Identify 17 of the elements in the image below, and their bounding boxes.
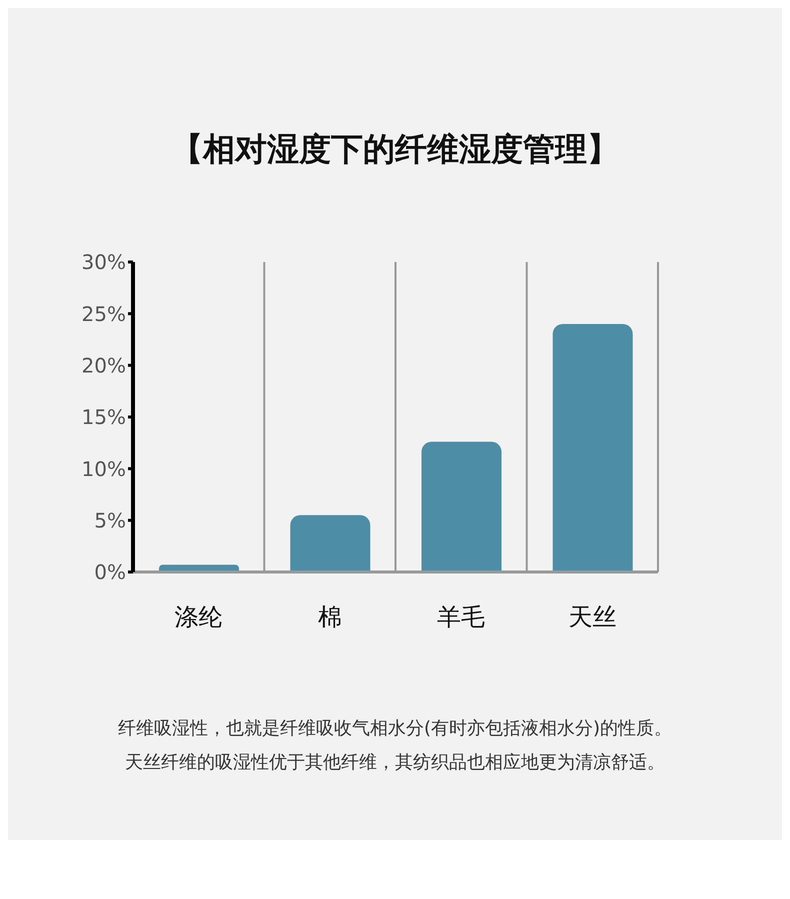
text: 天丝纤维的吸湿性优于其他纤维，其纺织品也相应地更为清凉舒适。 [124, 751, 666, 775]
x-tick-label: 天丝 [568, 603, 616, 632]
y-tick-label: 0% [94, 560, 126, 584]
x-tick-label: 棉 [318, 603, 342, 632]
y-tick-label: 20% [82, 353, 126, 378]
y-tick-label: 5% [94, 508, 126, 532]
chart-title: 【相对湿度下的纤维湿度管理】 [170, 129, 620, 170]
x-tick-label: 羊毛 [437, 603, 486, 632]
bar [422, 442, 502, 572]
y-tick-label: 25% [82, 302, 126, 326]
x-tick-label: 涤纶 [174, 603, 223, 632]
text: 纤维吸湿性，也就是纤维吸收气相水分(有时亦包括液相水分)的性质。 [116, 717, 674, 741]
y-tick-label: 10% [82, 456, 126, 481]
bar [552, 324, 633, 572]
bar [290, 515, 370, 572]
y-tick-label: 15% [82, 405, 126, 430]
y-tick-label: 30% [82, 250, 126, 274]
